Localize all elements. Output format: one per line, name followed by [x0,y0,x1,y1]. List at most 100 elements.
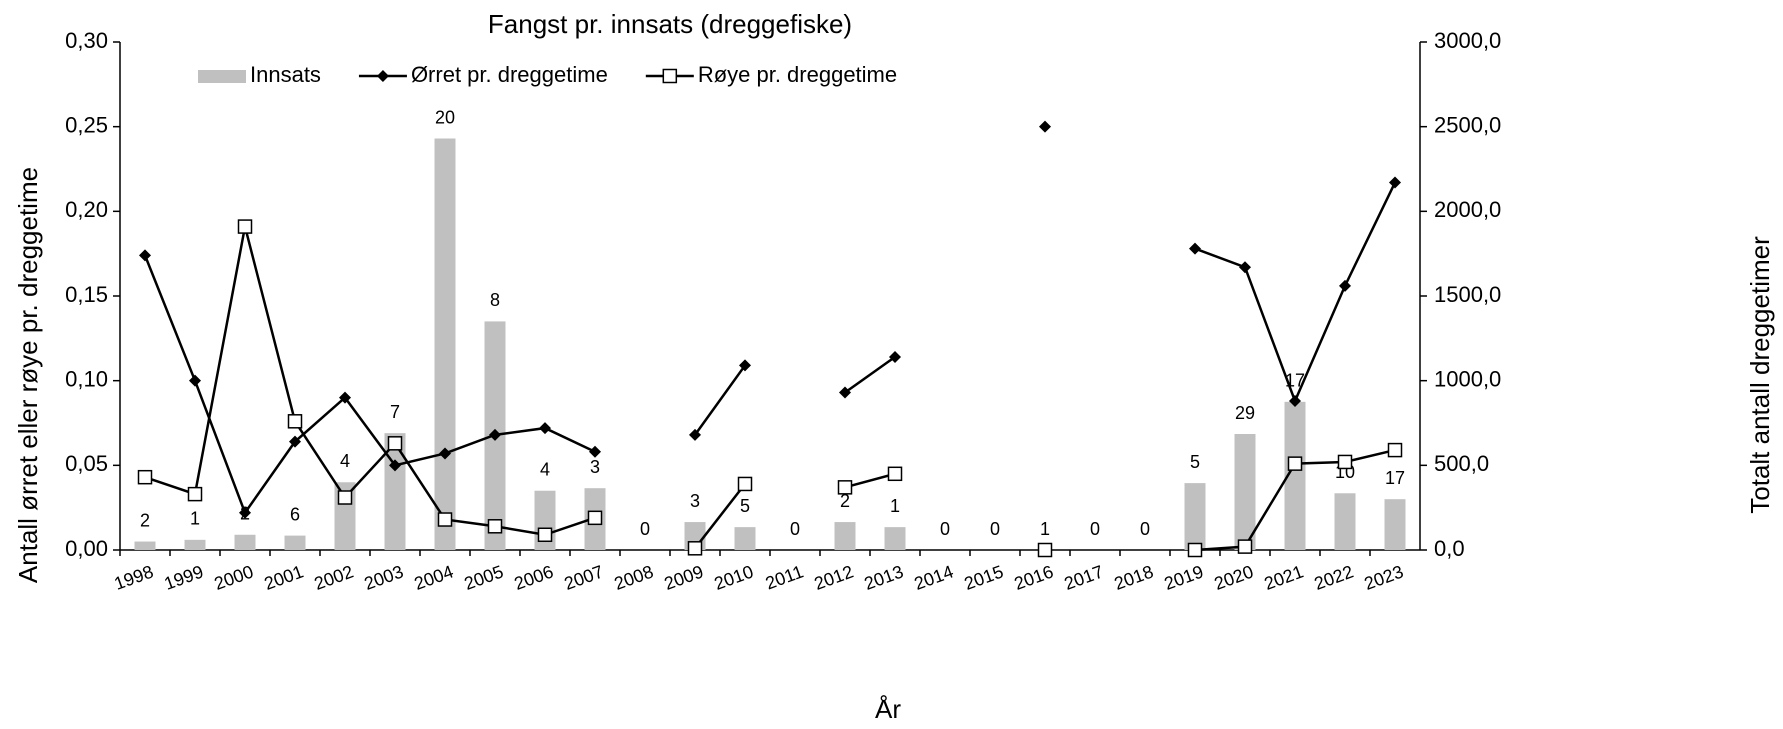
x-tick-label: 2002 [312,561,356,593]
x-tick-label: 2023 [1362,561,1406,593]
y-tick-label: 0,00 [65,536,108,561]
y-tick-label: 0,10 [65,366,108,391]
x-tick-label: 2012 [812,561,856,593]
series-marker [1037,542,1053,558]
bar-annotation: 2 [140,510,150,530]
bar [134,541,156,550]
y-tick-label: 0,05 [65,451,108,476]
y2-tick-label: 1500,0 [1434,282,1501,307]
bar [884,527,906,550]
y2-axis-title: Totalt antall dreggetimer [1745,236,1775,514]
y2-tick-label: 1000,0 [1434,366,1501,391]
chart-title: Fangst pr. innsats (dreggefiske) [488,9,852,39]
series-marker [337,490,353,505]
bar-annotation: 17 [1385,468,1405,488]
series-marker [1287,456,1303,471]
y-tick-label: 0,25 [65,112,108,137]
series-marker [237,219,253,234]
y2-tick-label: 500,0 [1434,451,1489,476]
series-marker [439,447,451,460]
bar-annotation: 8 [490,290,500,310]
series-marker [537,527,553,543]
series-marker [887,466,903,482]
bar-annotation: 0 [1090,519,1100,539]
series-marker [1189,242,1201,255]
bar [734,527,756,550]
series-marker [889,350,901,363]
series-marker [487,519,503,534]
bar [1384,499,1406,550]
y2-tick-label: 2000,0 [1434,197,1501,222]
bar [1334,493,1356,550]
series-marker [239,506,251,519]
bar-annotation: 0 [640,519,650,539]
series-marker [387,436,403,451]
series-marker [437,512,453,527]
y2-tick-label: 2500,0 [1434,112,1501,137]
y2-tick-label: 0,0 [1434,536,1465,561]
series-marker [587,510,603,526]
bar [284,535,306,550]
series-marker [837,480,853,495]
y2-tick-label: 3000,0 [1434,28,1501,53]
bar [834,522,856,550]
bar-annotation: 3 [590,457,600,477]
series-marker [1337,454,1353,470]
series-marker [689,428,701,441]
x-tick-label: 2017 [1062,561,1106,593]
y-tick-label: 0,20 [65,197,108,222]
bar [1234,434,1256,550]
x-tick-label: 2010 [712,561,756,593]
x-tick-label: 2001 [262,561,306,593]
bar-annotation: 3 [690,491,700,511]
y-axis-title: Antall ørret eller røye pr. dreggetime [13,167,43,583]
bar-annotation: 29 [1235,403,1255,423]
series-marker [839,386,851,399]
bar [184,539,206,550]
bar-annotation: 5 [740,496,750,516]
series-line [144,226,1396,552]
series-marker [1339,279,1351,292]
x-tick-label: 2008 [612,561,656,593]
legend-swatch [198,70,246,83]
series-marker [187,486,203,502]
x-tick-label: 2005 [462,561,506,593]
bar-annotation: 6 [290,504,300,524]
x-tick-label: 2004 [412,561,456,593]
bar-annotation: 4 [540,459,550,479]
legend-marker [376,70,389,82]
legend-marker [662,68,678,84]
series-marker [137,469,153,485]
x-tick-label: 2022 [1312,561,1356,593]
x-tick-label: 2013 [862,561,906,593]
series-marker [1387,442,1403,458]
series-marker [1389,176,1401,189]
series-marker [1237,539,1253,554]
x-tick-label: 2020 [1212,561,1256,593]
x-tick-label: 2000 [212,561,256,593]
bar-annotation: 5 [1190,452,1200,472]
bar-annotation: 0 [790,519,800,539]
series-marker [737,476,753,492]
x-tick-label: 2018 [1112,561,1156,593]
bar [434,138,456,550]
legend-label: Røye pr. dreggetime [698,62,897,87]
bar-annotation: 0 [940,519,950,539]
series-marker [339,391,351,404]
series-marker [287,414,303,429]
series-marker [1289,394,1301,407]
y-tick-label: 0,15 [65,282,108,307]
series-marker [289,435,301,448]
series-line [143,182,1397,516]
bar-annotation: 1 [890,496,900,516]
bar [384,433,406,550]
bar-annotation: 0 [1140,519,1150,539]
bar [234,534,256,550]
x-tick-label: 2019 [1162,561,1206,593]
bar-annotation: 0 [990,519,1000,539]
x-tick-label: 2014 [912,561,956,593]
x-tick-label: 2007 [562,561,606,593]
series-marker [739,359,751,372]
x-tick-label: 2011 [763,561,806,593]
series-marker [1039,120,1051,133]
